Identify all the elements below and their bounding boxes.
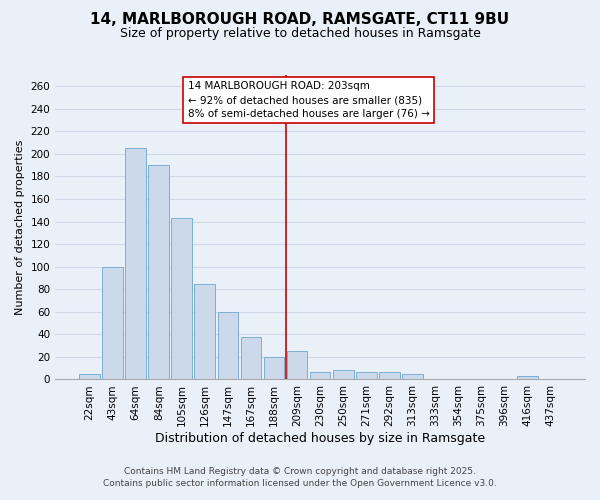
Bar xyxy=(310,372,331,380)
Bar xyxy=(263,357,284,380)
Bar xyxy=(241,336,262,380)
Bar xyxy=(333,370,353,380)
Bar xyxy=(218,312,238,380)
Text: 14, MARLBOROUGH ROAD, RAMSGATE, CT11 9BU: 14, MARLBOROUGH ROAD, RAMSGATE, CT11 9BU xyxy=(91,12,509,28)
Text: Contains HM Land Registry data © Crown copyright and database right 2025.
Contai: Contains HM Land Registry data © Crown c… xyxy=(103,466,497,487)
Bar xyxy=(379,372,400,380)
Bar xyxy=(402,374,422,380)
Bar xyxy=(102,266,123,380)
Bar xyxy=(79,374,100,380)
Bar xyxy=(148,165,169,380)
Bar xyxy=(172,218,192,380)
Bar xyxy=(356,372,377,380)
Bar xyxy=(125,148,146,380)
Bar xyxy=(287,352,307,380)
Bar xyxy=(194,284,215,380)
Text: 14 MARLBOROUGH ROAD: 203sqm
← 92% of detached houses are smaller (835)
8% of sem: 14 MARLBOROUGH ROAD: 203sqm ← 92% of det… xyxy=(188,81,430,119)
Bar xyxy=(517,376,538,380)
X-axis label: Distribution of detached houses by size in Ramsgate: Distribution of detached houses by size … xyxy=(155,432,485,445)
Y-axis label: Number of detached properties: Number of detached properties xyxy=(15,140,25,315)
Text: Size of property relative to detached houses in Ramsgate: Size of property relative to detached ho… xyxy=(119,28,481,40)
